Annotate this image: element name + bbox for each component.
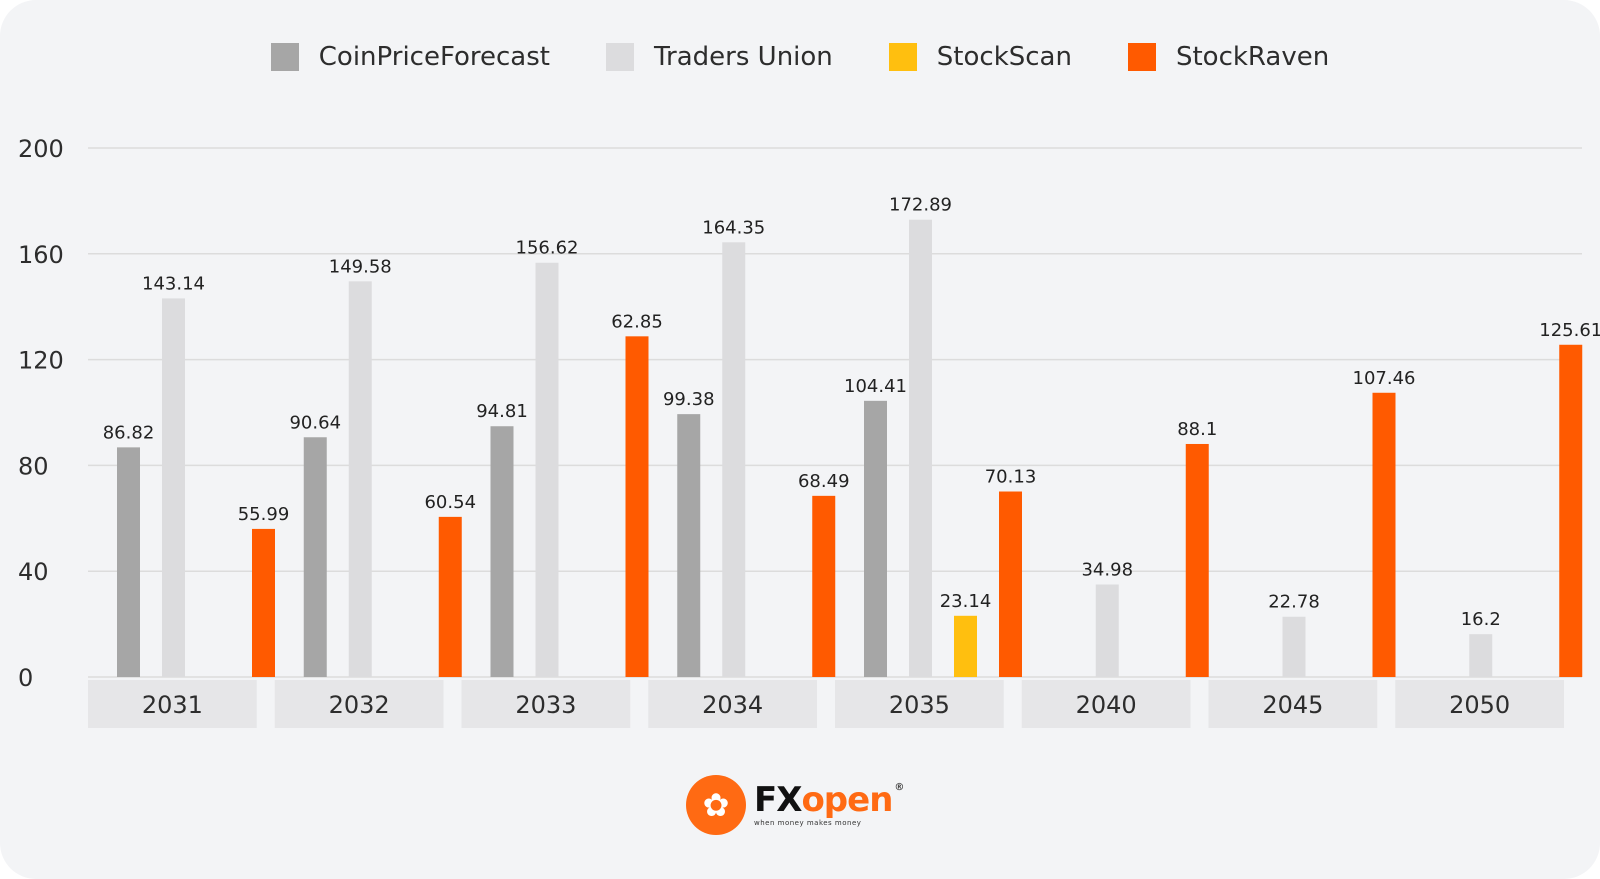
brand-tagline: when money makes money bbox=[754, 819, 862, 827]
legend-swatch bbox=[888, 43, 917, 71]
data-label: 107.46 bbox=[1353, 368, 1416, 389]
legend-swatch bbox=[605, 43, 634, 71]
legend-label: StockRaven bbox=[1175, 42, 1330, 72]
data-label: 34.98 bbox=[1081, 559, 1133, 580]
x-tick-label: 2034 bbox=[702, 691, 763, 719]
bar bbox=[677, 414, 701, 677]
bar bbox=[999, 491, 1022, 677]
data-label: 172.89 bbox=[889, 195, 952, 216]
bar bbox=[1095, 584, 1119, 677]
x-tick-label: 2031 bbox=[142, 691, 203, 719]
bar bbox=[117, 447, 140, 677]
legend-label: StockScan bbox=[936, 42, 1072, 72]
category-band bbox=[648, 680, 817, 728]
data-label: 149.58 bbox=[329, 256, 392, 277]
category-band bbox=[1208, 680, 1378, 728]
y-tick-label: 80 bbox=[18, 452, 49, 480]
y-tick-label: 200 bbox=[18, 135, 64, 163]
data-label: 125.61 bbox=[1539, 320, 1600, 341]
bar bbox=[1372, 392, 1396, 677]
legend-label: CoinPriceForecast bbox=[318, 42, 550, 72]
dragon-icon: ✿ bbox=[686, 775, 746, 835]
bar bbox=[1559, 344, 1583, 677]
brand-open: open bbox=[801, 780, 893, 820]
legend-label: Traders Union bbox=[653, 42, 833, 72]
chart-legend: CoinPriceForecast Traders Union StockSca… bbox=[0, 42, 1600, 72]
data-label: 99.38 bbox=[663, 389, 715, 410]
category-band bbox=[88, 680, 257, 728]
bar bbox=[1282, 616, 1306, 677]
bar bbox=[490, 426, 514, 677]
bar bbox=[252, 528, 275, 677]
data-label: 68.49 bbox=[798, 471, 850, 492]
data-label: 16.2 bbox=[1461, 609, 1501, 630]
y-tick-label: 160 bbox=[18, 241, 64, 269]
bar bbox=[348, 281, 372, 677]
data-label: 164.35 bbox=[702, 217, 765, 238]
category-band bbox=[274, 680, 444, 728]
x-tick-label: 2040 bbox=[1076, 691, 1137, 719]
data-label: 70.13 bbox=[985, 467, 1037, 488]
y-tick-label: 120 bbox=[18, 347, 64, 375]
category-band bbox=[461, 680, 631, 728]
brand-wordmark: FXopen ® bbox=[754, 780, 904, 820]
bar bbox=[722, 242, 746, 677]
bar bbox=[625, 336, 649, 677]
data-label: 62.85 bbox=[611, 311, 663, 332]
legend-swatch bbox=[270, 43, 299, 71]
data-label: 94.81 bbox=[476, 401, 528, 422]
legend-item-coinpriceforecast: CoinPriceForecast bbox=[270, 42, 550, 72]
legend-swatch bbox=[1127, 43, 1156, 71]
legend-item-stockscan: StockScan bbox=[888, 42, 1072, 72]
y-tick-label: 0 bbox=[18, 664, 33, 692]
bar bbox=[303, 437, 327, 677]
bar bbox=[162, 298, 185, 677]
bar bbox=[812, 495, 836, 677]
legend-item-stockraven: StockRaven bbox=[1127, 42, 1330, 72]
data-label: 22.78 bbox=[1268, 592, 1320, 613]
data-label: 88.1 bbox=[1177, 419, 1217, 440]
data-label: 90.64 bbox=[289, 412, 341, 433]
bar-chart: 0 40 80 120 160 200 2031 2032 2033 2034 2035 2040 20… bbox=[18, 135, 1600, 728]
data-label: 156.62 bbox=[516, 238, 579, 259]
brand-fx: FX bbox=[754, 780, 802, 820]
data-label: 86.82 bbox=[103, 422, 155, 443]
y-tick-label: 40 bbox=[18, 558, 49, 586]
bar bbox=[535, 262, 559, 677]
x-tick-label: 2035 bbox=[889, 691, 950, 719]
data-label: 104.41 bbox=[844, 376, 907, 397]
bar bbox=[1185, 443, 1209, 677]
category-band bbox=[1395, 680, 1564, 728]
x-tick-label: 2050 bbox=[1449, 691, 1510, 719]
bar bbox=[1469, 634, 1493, 677]
category-band bbox=[1021, 680, 1191, 728]
bar bbox=[909, 219, 932, 678]
legend-item-traders-union: Traders Union bbox=[605, 42, 833, 72]
bar bbox=[954, 615, 977, 677]
category-band bbox=[835, 680, 1004, 728]
data-label: 60.54 bbox=[424, 492, 476, 513]
fxopen-logo: ✿ FXopen ® when money makes money bbox=[686, 775, 904, 835]
data-label: 143.14 bbox=[142, 273, 205, 294]
data-label: 55.99 bbox=[238, 504, 290, 525]
x-tick-label: 2032 bbox=[329, 691, 390, 719]
x-tick-label: 2045 bbox=[1262, 691, 1323, 719]
bar bbox=[864, 400, 887, 677]
bar bbox=[438, 516, 462, 677]
registered-mark: ® bbox=[894, 782, 904, 793]
x-tick-label: 2033 bbox=[515, 691, 576, 719]
data-label: 23.14 bbox=[940, 591, 992, 612]
